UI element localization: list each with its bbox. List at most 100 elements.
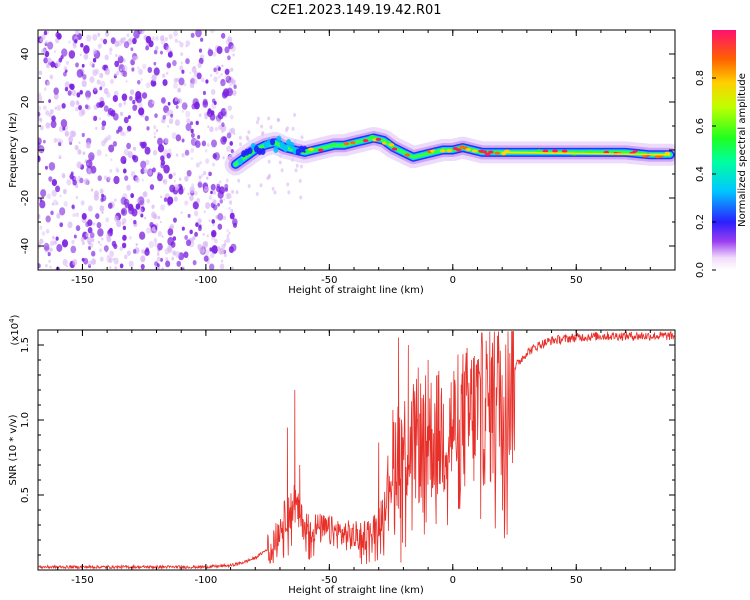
noise-speck	[101, 120, 107, 127]
noise-speck	[57, 138, 61, 143]
noise-speck	[213, 67, 217, 73]
noise-speck	[39, 238, 44, 245]
noise-speck	[144, 216, 147, 220]
noise-speck	[47, 41, 54, 50]
noise-speck	[39, 117, 43, 123]
noise-speck	[68, 40, 71, 44]
noise-speck	[238, 135, 242, 140]
noise-speck	[225, 39, 230, 45]
noise-speck	[51, 179, 58, 187]
noise-speck	[140, 213, 144, 218]
noise-speck	[178, 77, 185, 86]
noise-speck	[136, 198, 140, 203]
snr-y-tick-label: 1.0	[20, 412, 31, 428]
noise-speck	[147, 168, 154, 177]
noise-speck	[50, 210, 54, 216]
snr-x-tick-label: -150	[71, 575, 94, 586]
noise-speck	[43, 30, 48, 36]
spectrogram-x-tick-label: -50	[321, 275, 337, 286]
noise-speck	[208, 171, 212, 177]
noise-speck	[143, 168, 148, 174]
noise-speck	[58, 141, 62, 147]
noise-speck	[294, 168, 298, 173]
noise-speck	[146, 126, 150, 131]
noise-speck	[210, 190, 213, 195]
noise-speck	[184, 149, 190, 156]
noise-speck	[86, 165, 93, 175]
noise-speck	[70, 245, 77, 254]
noise-speck	[103, 175, 107, 180]
noise-speck	[107, 176, 112, 181]
noise-speck	[202, 248, 206, 253]
noise-speck	[189, 195, 194, 202]
noise-speck	[124, 175, 129, 181]
noise-speck	[107, 134, 112, 141]
noise-speck	[145, 82, 151, 89]
noise-speck	[123, 101, 127, 106]
noise-speck	[153, 49, 158, 55]
noise-speck	[255, 120, 259, 125]
snr-series-line	[38, 331, 675, 570]
noise-speck	[177, 87, 181, 93]
noise-speck	[75, 225, 81, 232]
noise-speck	[173, 172, 176, 176]
noise-speck	[151, 204, 155, 209]
noise-speck	[228, 38, 231, 42]
noise-speck	[299, 195, 303, 200]
noise-speck	[44, 165, 48, 170]
noise-speck	[187, 213, 191, 218]
noise-speck	[141, 178, 144, 182]
noise-speck	[212, 204, 218, 211]
noise-speck	[97, 43, 102, 49]
noise-speck	[69, 130, 75, 138]
noise-speck	[116, 168, 120, 173]
noise-speck	[171, 256, 175, 261]
noise-speck	[212, 223, 215, 227]
noise-speck	[273, 190, 277, 195]
noise-speck	[138, 107, 145, 116]
noise-speck	[195, 30, 202, 38]
noise-speck	[164, 36, 168, 42]
noise-speck	[161, 267, 164, 270]
ridge-blob	[494, 151, 501, 155]
noise-speck	[235, 190, 239, 195]
ridge-blob	[317, 148, 324, 152]
noise-speck	[229, 114, 234, 120]
noise-speck	[209, 247, 213, 252]
noise-speck	[203, 210, 206, 214]
noise-speck	[161, 73, 166, 78]
noise-speck	[93, 222, 96, 226]
noise-speck	[140, 206, 145, 213]
noise-speck	[193, 78, 198, 85]
noise-speck	[260, 124, 264, 129]
noise-speck	[146, 198, 151, 204]
noise-speck	[156, 252, 160, 256]
noise-speck	[267, 159, 271, 164]
noise-speck	[123, 148, 130, 156]
noise-speck	[90, 188, 94, 192]
noise-speck	[197, 243, 203, 251]
noise-speck	[38, 242, 42, 249]
noise-speck	[41, 231, 46, 236]
noise-speck	[216, 186, 221, 193]
noise-speck	[142, 191, 147, 198]
noise-speck	[55, 185, 61, 193]
noise-speck	[198, 48, 203, 53]
noise-speck	[229, 141, 233, 146]
noise-speck	[224, 68, 230, 75]
noise-speck	[121, 93, 128, 101]
noise-speck	[65, 264, 68, 268]
noise-speck	[232, 53, 235, 57]
noise-speck	[87, 205, 93, 212]
noise-speck	[181, 267, 185, 270]
ridge-blob	[488, 150, 494, 154]
ridge-blob	[270, 138, 276, 146]
spectrogram-y-tick-label: 40	[20, 48, 31, 61]
noise-speck	[108, 144, 115, 153]
noise-speck	[75, 184, 79, 189]
noise-speck	[220, 78, 226, 87]
noise-speck	[219, 248, 225, 255]
noise-speck	[173, 180, 176, 183]
noise-speck	[99, 205, 105, 212]
noise-speck	[43, 87, 47, 91]
